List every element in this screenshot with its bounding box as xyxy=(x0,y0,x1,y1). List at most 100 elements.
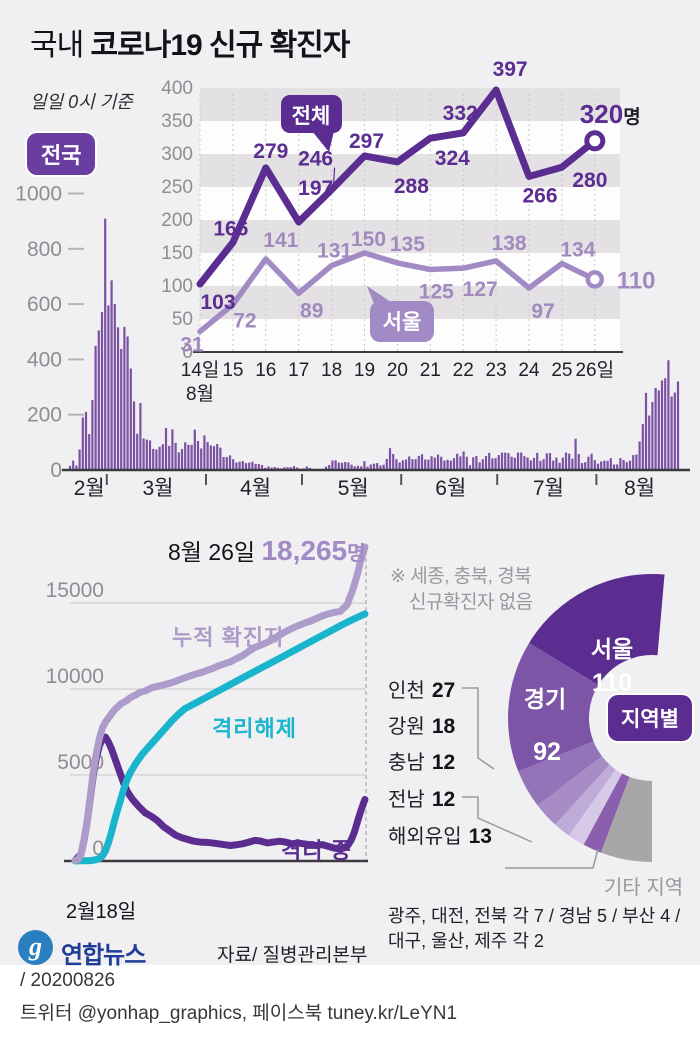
svg-text:15: 15 xyxy=(222,360,243,381)
region-breakdown-line1: 광주, 대전, 전북 각 7 / 경남 5 / 부산 4 / xyxy=(388,906,681,926)
region-breakdown-line2: 대구, 울산, 제주 각 2 xyxy=(388,931,544,951)
region-value: 27 xyxy=(431,679,456,702)
svg-text:21: 21 xyxy=(420,360,441,381)
nationwide-badge: 전국 xyxy=(27,133,96,175)
svg-text:전체: 전체 xyxy=(292,105,331,128)
social-line: 트위터 @yonhap_graphics, 페이스북 tuney.kr/LeYN… xyxy=(20,1003,458,1024)
region-row-incheon: 인천 27 xyxy=(388,674,455,703)
svg-text:131: 131 xyxy=(317,240,352,263)
svg-text:324: 324 xyxy=(435,147,470,170)
svg-text:246: 246 xyxy=(298,148,333,171)
svg-text:400: 400 xyxy=(27,348,62,371)
svg-text:16: 16 xyxy=(255,360,276,381)
svg-text:332: 332 xyxy=(443,102,478,125)
svg-text:23: 23 xyxy=(486,360,507,381)
svg-text:14일: 14일 xyxy=(181,359,220,381)
page-subtitle: 일일 0시 기준 xyxy=(30,92,133,112)
svg-text:0: 0 xyxy=(50,459,62,482)
region-name: 전남 xyxy=(388,789,425,811)
svg-text:125: 125 xyxy=(419,281,454,304)
svg-text:110: 110 xyxy=(617,267,656,294)
svg-text:10000: 10000 xyxy=(46,665,104,688)
svg-text:50: 50 xyxy=(172,309,193,330)
svg-text:15000: 15000 xyxy=(46,579,104,602)
svg-text:경기: 경기 xyxy=(524,686,566,712)
svg-text:서울: 서울 xyxy=(591,636,633,662)
svg-text:17: 17 xyxy=(288,360,309,381)
svg-text:3월: 3월 xyxy=(143,477,174,500)
date-line: / 20200826 xyxy=(20,970,116,991)
svg-text:135: 135 xyxy=(390,233,425,256)
svg-text:22: 22 xyxy=(453,360,474,381)
svg-text:92: 92 xyxy=(533,738,561,766)
svg-text:20: 20 xyxy=(387,360,408,381)
donut-note-line2: 신규확진자 없음 xyxy=(409,592,533,613)
svg-text:4월: 4월 xyxy=(240,477,271,500)
svg-text:8월: 8월 xyxy=(624,477,655,500)
svg-text:97: 97 xyxy=(531,300,554,323)
svg-text:300: 300 xyxy=(161,144,193,165)
region-row-gangwon: 강원 18 xyxy=(388,710,455,739)
svg-text:19: 19 xyxy=(354,360,375,381)
svg-text:141: 141 xyxy=(263,229,298,252)
region-value: 12 xyxy=(431,751,456,774)
region-value: 18 xyxy=(431,715,456,738)
svg-text:150: 150 xyxy=(351,228,386,251)
svg-text:26일: 26일 xyxy=(575,359,614,381)
agency-name: 연합뉴스 xyxy=(61,942,146,969)
svg-text:100: 100 xyxy=(161,276,193,297)
svg-text:25: 25 xyxy=(551,360,572,381)
svg-text:서울: 서울 xyxy=(383,311,422,334)
svg-text:150: 150 xyxy=(161,243,193,264)
svg-text:288: 288 xyxy=(394,175,429,198)
svg-text:103: 103 xyxy=(200,291,235,314)
svg-text:280: 280 xyxy=(572,169,607,192)
svg-text:0: 0 xyxy=(182,342,193,363)
region-value: 13 xyxy=(468,825,492,848)
data-source: 자료/ 질병관리본부 xyxy=(217,945,368,966)
svg-text:5월: 5월 xyxy=(338,477,369,500)
svg-text:400: 400 xyxy=(161,78,193,99)
other-regions-label: 기타 지역 xyxy=(604,877,684,899)
annotation-value: 18,265 xyxy=(261,535,348,566)
svg-text:250: 250 xyxy=(161,177,193,198)
by-region-badge: 지역별 xyxy=(608,695,692,741)
svg-text:7월: 7월 xyxy=(533,477,564,500)
svg-text:31: 31 xyxy=(180,334,204,357)
svg-text:89: 89 xyxy=(300,299,323,322)
svg-text:266: 266 xyxy=(522,184,557,207)
region-name: 인천 xyxy=(388,680,425,702)
svg-text:110: 110 xyxy=(592,669,632,697)
region-name: 해외유입 xyxy=(388,826,462,848)
region-row-chungnam: 충남 12 xyxy=(388,746,455,775)
donut-note-line1: ※ 세종, 충북, 경북 xyxy=(390,566,532,587)
svg-text:72: 72 xyxy=(233,309,256,332)
svg-text:24: 24 xyxy=(518,360,540,381)
annotation-date: 8월 26일 xyxy=(168,539,262,565)
series-label-released: 격리해제 xyxy=(212,716,297,741)
svg-text:18: 18 xyxy=(321,360,342,381)
svg-text:127: 127 xyxy=(463,278,498,301)
start-date-label: 2월18일 xyxy=(66,901,137,923)
region-row-jeonnam: 전남 12 xyxy=(388,783,455,812)
annotation-suffix: 명 xyxy=(347,543,366,565)
svg-text:279: 279 xyxy=(253,140,288,163)
svg-text:397: 397 xyxy=(493,58,528,81)
series-label-cumulative: 누적 확진자 xyxy=(172,625,286,650)
region-row-imported: 해외유입 13 xyxy=(388,820,492,849)
svg-text:2월: 2월 xyxy=(74,477,105,500)
svg-text:134: 134 xyxy=(560,239,595,262)
svg-text:1000: 1000 xyxy=(15,183,62,206)
yonhap-logo-icon: g xyxy=(18,930,53,965)
cumulative-annotation: 8월 26일 18,265명 xyxy=(168,533,366,567)
recent-trend-chart: 0 50 100 150 200 250 300 350 400 14일 15 16 17 18 19 20 2… xyxy=(161,58,656,405)
region-value: 12 xyxy=(431,788,456,811)
svg-text:166: 166 xyxy=(213,217,248,240)
svg-text:8월: 8월 xyxy=(186,383,214,405)
svg-text:320명: 320명 xyxy=(580,99,641,129)
svg-text:800: 800 xyxy=(27,238,62,261)
page-title: 국내 코로나19 신규 확진자 xyxy=(30,20,350,64)
